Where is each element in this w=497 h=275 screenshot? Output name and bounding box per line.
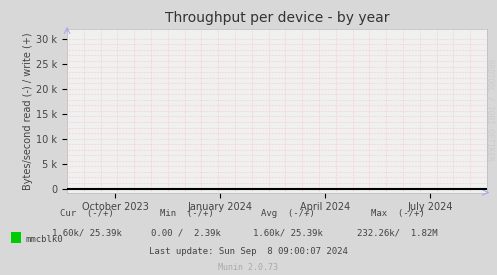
Text: 232.26k/  1.82M: 232.26k/ 1.82M xyxy=(357,228,438,237)
Text: Munin 2.0.73: Munin 2.0.73 xyxy=(219,263,278,272)
Text: Avg  (-/+): Avg (-/+) xyxy=(261,209,315,218)
Title: Throughput per device - by year: Throughput per device - by year xyxy=(165,11,389,25)
Text: RRDTOOL / TOBI OETIKER: RRDTOOL / TOBI OETIKER xyxy=(486,59,495,161)
Text: Max  (-/+): Max (-/+) xyxy=(371,209,424,218)
Text: Last update: Sun Sep  8 09:00:07 2024: Last update: Sun Sep 8 09:00:07 2024 xyxy=(149,248,348,256)
Text: Cur  (-/+): Cur (-/+) xyxy=(60,209,114,218)
Y-axis label: Bytes/second read (-) / write (+): Bytes/second read (-) / write (+) xyxy=(23,32,33,189)
Text: 1.60k/ 25.39k: 1.60k/ 25.39k xyxy=(253,228,323,237)
Text: mmcblk0: mmcblk0 xyxy=(26,235,64,244)
Text: 0.00 /  2.39k: 0.00 / 2.39k xyxy=(152,228,221,237)
Text: Min  (-/+): Min (-/+) xyxy=(160,209,213,218)
Text: 1.60k/ 25.39k: 1.60k/ 25.39k xyxy=(52,228,122,237)
